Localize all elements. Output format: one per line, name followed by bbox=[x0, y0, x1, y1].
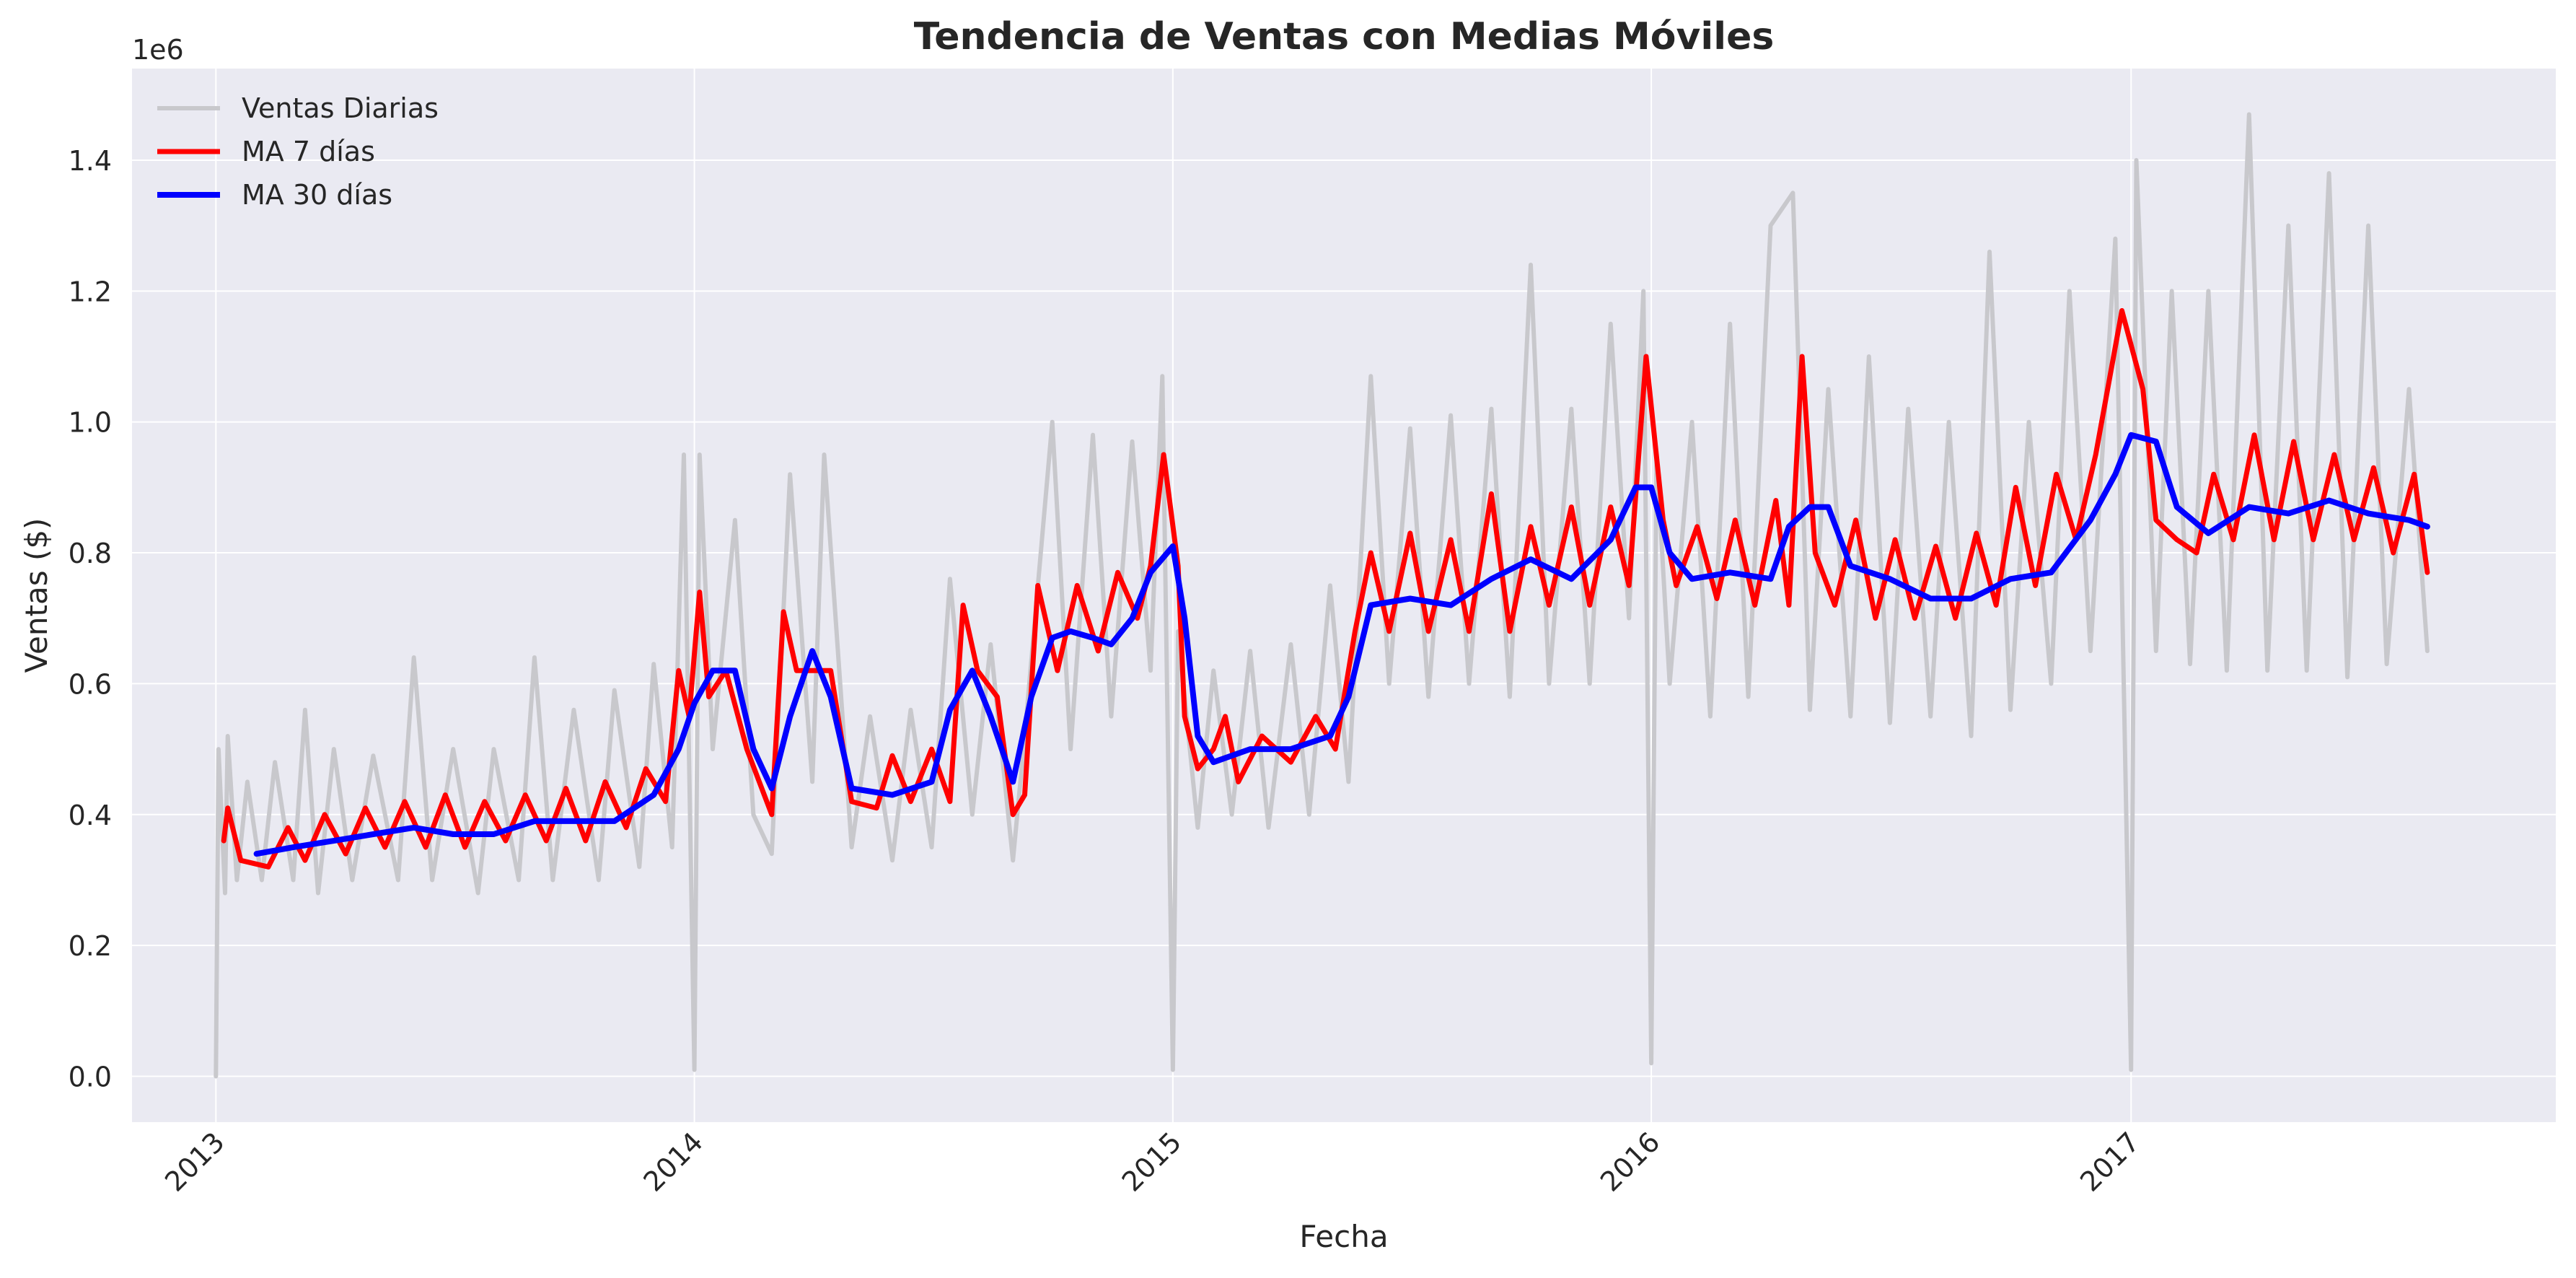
legend-label-ma7: MA 7 días bbox=[242, 136, 375, 167]
legend-label-ma30: MA 30 días bbox=[242, 179, 392, 211]
chart-title: Tendencia de Ventas con Medias Móviles bbox=[914, 15, 1775, 58]
y-tick-label: 0.4 bbox=[69, 800, 112, 831]
y-tick-label: 0.6 bbox=[69, 668, 112, 700]
y-axis-multiplier: 1e6 bbox=[132, 34, 184, 66]
legend-label-daily: Ventas Diarias bbox=[242, 92, 439, 124]
y-tick-label: 1.4 bbox=[69, 145, 112, 177]
y-tick-label: 0.2 bbox=[69, 930, 112, 962]
grid bbox=[132, 69, 2556, 1122]
series-layer bbox=[214, 112, 2430, 1079]
legend: Ventas Diarias MA 7 días MA 30 días bbox=[157, 92, 439, 211]
y-axis-label: Ventas ($) bbox=[19, 518, 54, 673]
series-line-ma30 bbox=[253, 432, 2430, 857]
y-tick-label: 0.0 bbox=[69, 1062, 112, 1093]
y-tick-label: 1.0 bbox=[69, 407, 112, 439]
y-tick-label: 1.2 bbox=[69, 276, 112, 307]
x-axis-label: Fecha bbox=[1299, 1219, 1388, 1254]
y-axis-ticks: 0.0 0.2 0.4 0.6 0.8 1.0 1.2 1.4 bbox=[69, 145, 112, 1093]
y-tick-label: 0.8 bbox=[69, 538, 112, 569]
